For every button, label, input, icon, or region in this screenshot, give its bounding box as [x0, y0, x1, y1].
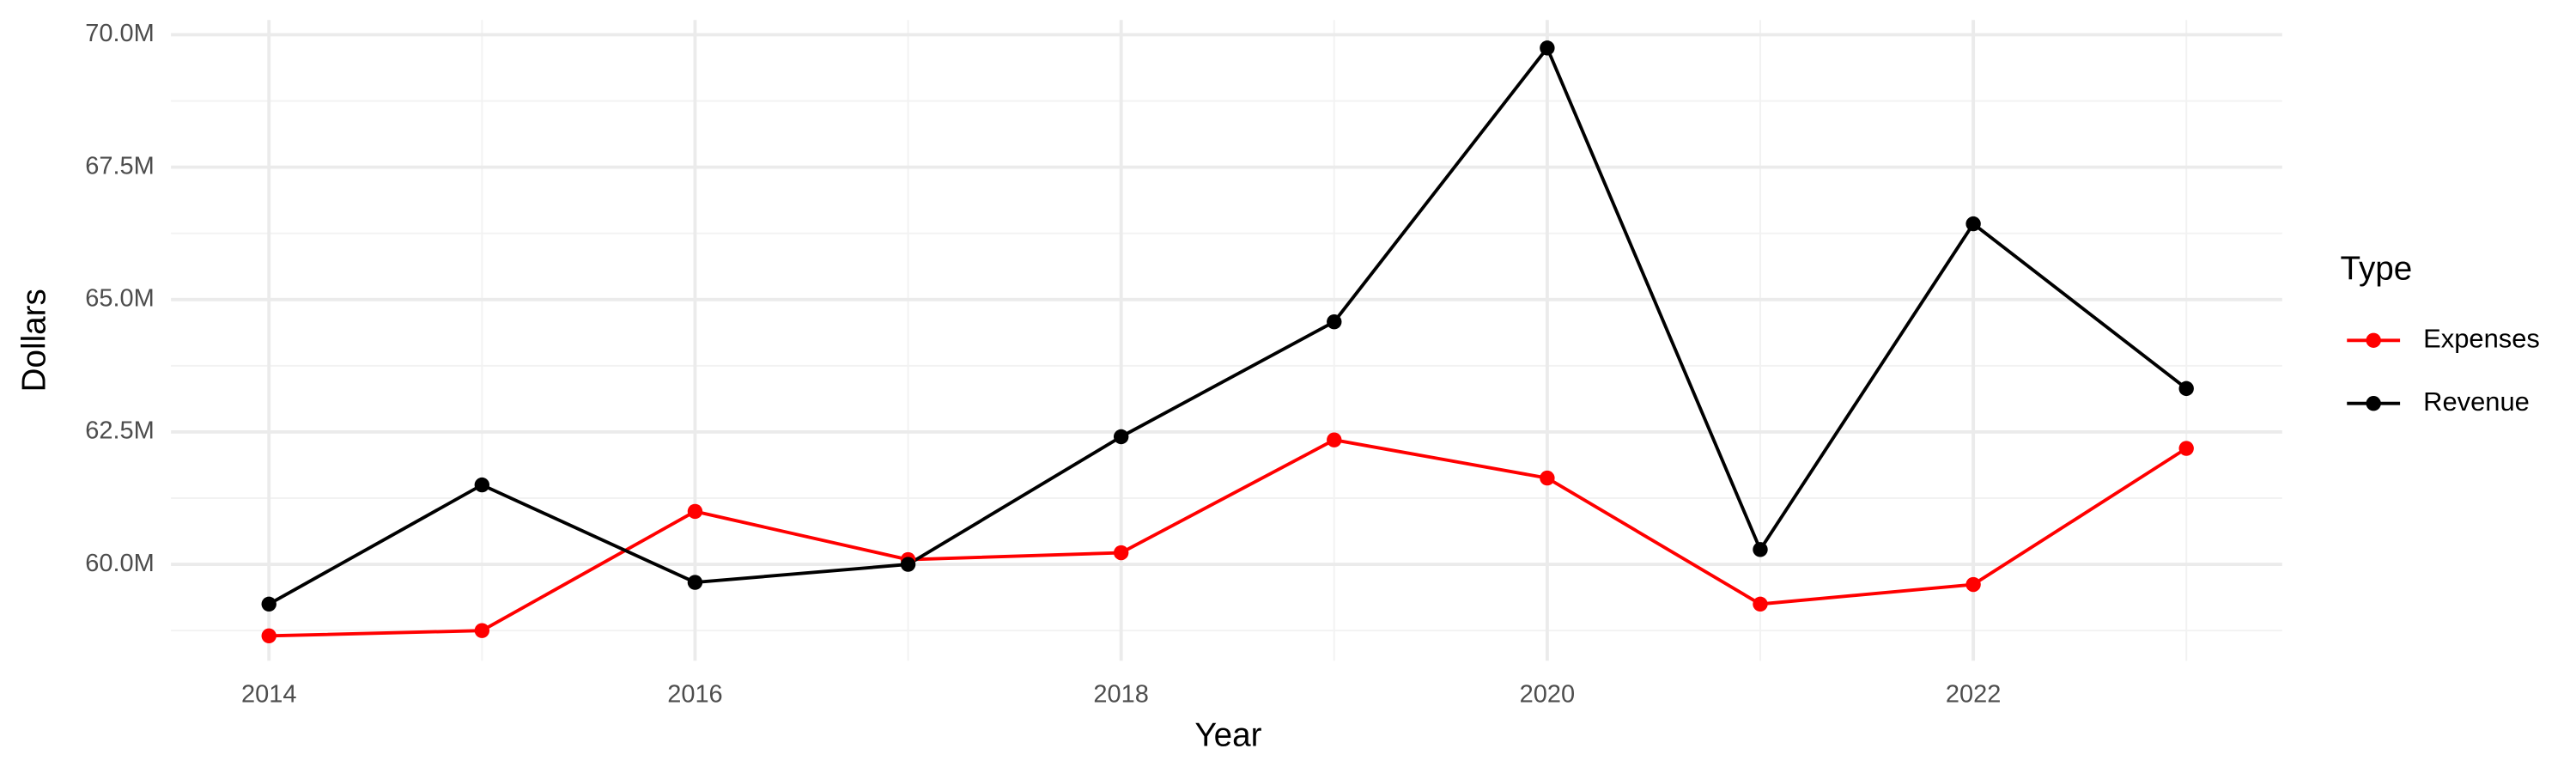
legend-key-point [2366, 332, 2381, 348]
data-point [2178, 441, 2194, 456]
data-point [2178, 380, 2194, 397]
data-point [1540, 40, 1555, 56]
data-point [1753, 596, 1768, 612]
legend-key-point [2366, 396, 2381, 411]
data-point [261, 596, 276, 612]
x-tick-label: 2016 [667, 681, 722, 709]
y-tick-label: 67.5M [85, 152, 155, 180]
x-tick-label: 2018 [1093, 681, 1148, 709]
grid [171, 20, 2282, 661]
x-tick-label: 2022 [1946, 681, 2001, 709]
x-axis-title: Year [1194, 716, 1261, 753]
data-point [1965, 216, 1981, 232]
data-point [261, 628, 276, 644]
x-tick-label: 2014 [241, 681, 296, 709]
legend-label: Expenses [2423, 323, 2540, 353]
data-point [474, 477, 490, 493]
x-tick-label: 2020 [1520, 681, 1575, 709]
y-tick-label: 65.0M [85, 284, 155, 312]
data-point [687, 503, 703, 520]
y-axis-title: Dollars [16, 289, 53, 392]
legend-label: Revenue [2423, 386, 2530, 417]
data-point [1540, 470, 1555, 486]
series-line [268, 45, 2188, 606]
y-tick-label: 62.5M [85, 417, 155, 445]
legend-title: Type [2341, 250, 2413, 287]
data-point [1327, 313, 1342, 330]
data-point [1113, 429, 1129, 445]
data-point [900, 557, 916, 572]
series-line [269, 438, 2188, 638]
data-point [1113, 545, 1129, 561]
y-tick-label: 70.0M [85, 20, 155, 47]
data-point [474, 623, 490, 638]
data-point [1753, 542, 1768, 557]
y-tick-label: 60.0M [85, 550, 155, 577]
data-point [1965, 576, 1981, 593]
data-point [687, 575, 703, 590]
data-point [1327, 432, 1342, 447]
